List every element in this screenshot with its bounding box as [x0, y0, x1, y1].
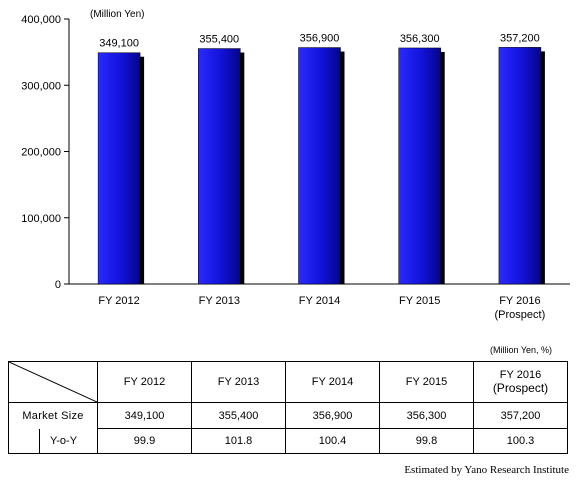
row-label-market-size: Market Size — [8, 402, 98, 429]
table-header-prospect: (Prospect) — [492, 381, 549, 395]
table-row: Y-o-Y 99.9 101.8 100.4 99.8 100.3 — [8, 428, 568, 454]
table-cell: 101.8 — [191, 428, 286, 454]
source-credit: Estimated by Yano Research Institute — [404, 464, 569, 476]
table-cell: 99.9 — [97, 428, 192, 454]
table-cell: 100.3 — [473, 428, 568, 454]
table-cell: 357,200 — [473, 402, 568, 429]
data-table: FY 2012 FY 2013 FY 2014 FY 2015 FY 2016 … — [8, 361, 568, 454]
table-header-cell: FY 2016 (Prospect) — [473, 361, 568, 403]
table-header-cell: FY 2015 — [379, 361, 474, 403]
table-row: Market Size 349,100 355,400 356,900 356,… — [8, 402, 568, 429]
y-tick-label: 0 — [55, 279, 61, 291]
table-cell: 349,100 — [97, 402, 192, 429]
y-tick-label: 400,000 — [21, 14, 61, 26]
x-category-label: FY 2013 — [199, 295, 240, 307]
bar — [198, 48, 241, 285]
x-category-sublabel: (Prospect) — [495, 309, 546, 321]
bar — [498, 47, 542, 285]
bar — [97, 52, 141, 285]
data-label: 356,900 — [300, 33, 340, 45]
table-cell: 355,400 — [191, 402, 286, 429]
y-unit-label: (Million Yen) — [90, 9, 144, 20]
bar — [398, 47, 441, 285]
table-cell: 356,900 — [285, 402, 380, 429]
chart-labels: 349,100 FY 2012 355,400 FY 2013 356,900 FY 20… — [98, 32, 545, 321]
corner-diagonal — [9, 362, 97, 402]
chart-bars — [97, 47, 545, 285]
table-cell: 100.4 — [285, 428, 380, 454]
chart-axes: 0 100,000 200,000 300,000 400,000 — [21, 14, 570, 291]
y-tick-label: 300,000 — [21, 80, 61, 92]
data-label: 355,400 — [199, 34, 239, 46]
y-tick-label: 200,000 — [21, 147, 61, 159]
x-category-label: FY 2016 — [499, 295, 540, 307]
table-cell: 356,300 — [379, 402, 474, 429]
table-header-fy2016: FY 2016 — [499, 369, 542, 381]
table-header-cell: FY 2012 — [97, 361, 192, 403]
x-category-label: FY 2012 — [98, 295, 139, 307]
table-unit-label: (Million Yen, %) — [490, 345, 553, 355]
bar — [298, 47, 341, 285]
table-header-row: FY 2012 FY 2013 FY 2014 FY 2015 FY 2016 … — [8, 361, 568, 403]
bar-chart: 0 100,000 200,000 300,000 400,000 349,100 FY … — [21, 9, 570, 321]
data-label: 357,200 — [500, 32, 540, 44]
table-corner-cell — [8, 361, 98, 403]
data-label: 356,300 — [400, 33, 440, 45]
row-label-yoy-cell: Y-o-Y — [8, 428, 98, 454]
row-label-yoy: Y-o-Y — [38, 428, 77, 453]
table-cell: 99.8 — [379, 428, 474, 454]
data-label: 349,100 — [99, 38, 139, 50]
table-header-cell: FY 2014 — [285, 361, 380, 403]
table-header-cell: FY 2013 — [191, 361, 286, 403]
x-category-label: FY 2015 — [399, 295, 440, 307]
y-tick-label: 100,000 — [21, 213, 61, 225]
x-category-label: FY 2014 — [299, 295, 340, 307]
